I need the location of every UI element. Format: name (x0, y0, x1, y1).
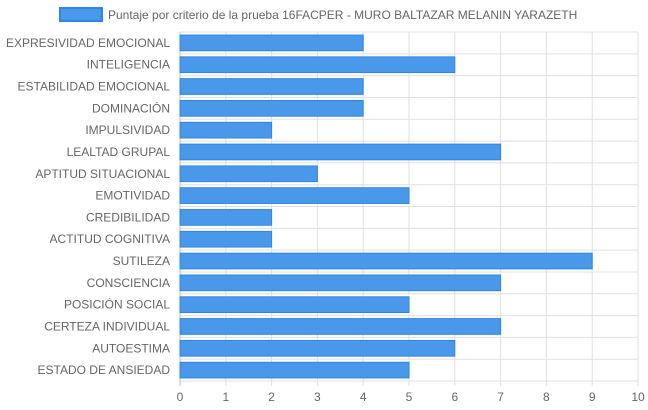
category-label: POSICIÓN SOCIAL (64, 297, 170, 312)
x-tick-label: 9 (589, 390, 596, 404)
category-label: INTELIGENCIA (87, 58, 170, 72)
category-label: CREDIBILIDAD (86, 210, 170, 224)
bar[interactable] (179, 187, 410, 204)
bar[interactable] (179, 121, 273, 139)
x-tick-label: 7 (497, 390, 504, 404)
bars (179, 34, 593, 379)
category-label: ACTITUD COGNITIVA (50, 232, 170, 246)
category-label: ESTADO DE ANSIEDAD (38, 363, 171, 377)
category-label: SUTILEZA (113, 254, 170, 268)
category-label: AUTOESTIMA (92, 341, 170, 355)
bar[interactable] (179, 78, 364, 95)
x-tick-label: 4 (360, 390, 367, 404)
bar[interactable] (179, 143, 502, 161)
x-tick-label: 5 (406, 390, 413, 404)
x-tick-label: 8 (543, 390, 550, 404)
bar[interactable] (179, 274, 502, 292)
bar[interactable] (179, 318, 502, 335)
bar[interactable] (179, 209, 273, 226)
category-label: CERTEZA INDIVIDUAL (44, 319, 170, 333)
x-tick-label: 2 (268, 390, 275, 404)
bar[interactable] (179, 230, 273, 248)
x-tick-label: 3 (314, 390, 321, 404)
x-tick-label: 0 (177, 390, 184, 404)
category-label: EMOTIVIDAD (95, 189, 170, 203)
category-label: APTITUD SITUACIONAL (35, 167, 170, 181)
category-label: IMPULSIVIDAD (85, 123, 170, 137)
x-tick-label: 6 (451, 390, 458, 404)
bar[interactable] (179, 99, 364, 117)
legend[interactable]: Puntaje por criterio de la prueba 16FACP… (59, 7, 577, 22)
legend-label: Puntaje por criterio de la prueba 16FACP… (108, 8, 577, 22)
x-tick-label: 10 (631, 390, 645, 404)
bar[interactable] (179, 252, 593, 270)
x-axis-ticks: 0 1 2 3 4 5 6 7 8 9 10 (177, 390, 645, 404)
category-label: ESTABILIDAD EMOCIONAL (18, 80, 171, 94)
bar[interactable] (179, 296, 410, 314)
category-label: CONSCIENCIA (87, 276, 170, 290)
x-tick-label: 1 (222, 390, 229, 404)
category-label: LEALTAD GRUPAL (67, 145, 171, 159)
legend-swatch (59, 7, 103, 22)
bar[interactable] (179, 165, 318, 183)
bar[interactable] (179, 56, 456, 74)
category-labels: EXPRESIVIDAD EMOCIONAL INTELIGENCIA ESTABI… (6, 36, 170, 377)
bar[interactable] (179, 361, 410, 379)
category-label: DOMINACIÓN (92, 100, 170, 115)
bar[interactable] (179, 34, 364, 52)
category-label: EXPRESIVIDAD EMOCIONAL (6, 36, 170, 50)
bar[interactable] (179, 339, 456, 357)
